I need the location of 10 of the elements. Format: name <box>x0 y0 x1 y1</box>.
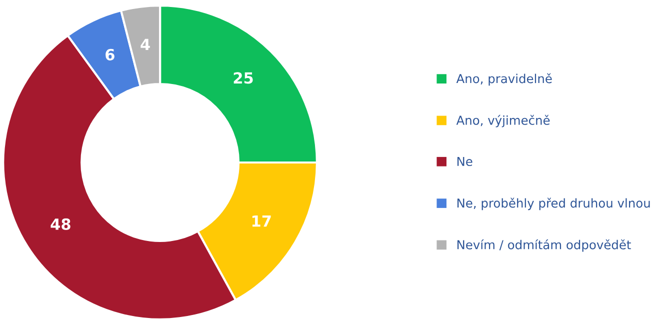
legend-label: Nevím / odmítám odpovědět <box>457 239 631 252</box>
data-label: 4 <box>140 38 150 50</box>
data-label: 48 <box>50 218 70 230</box>
data-label: 17 <box>252 215 271 227</box>
legend-label: Ano, výjimečně <box>456 114 550 128</box>
legend-label: Ano, pravidelně <box>456 73 552 86</box>
legend-label: Ne, proběhly před druhou vlnou <box>457 198 650 210</box>
legend-label: Ne <box>457 156 472 166</box>
data-label: 25 <box>234 72 253 84</box>
data-label: 6 <box>106 48 114 60</box>
